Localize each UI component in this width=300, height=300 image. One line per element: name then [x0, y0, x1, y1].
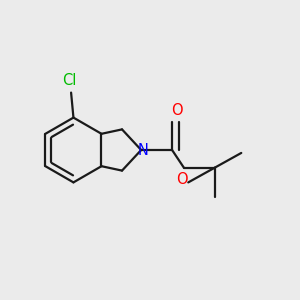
Text: Cl: Cl [62, 73, 77, 88]
Text: N: N [137, 143, 148, 158]
Text: O: O [177, 172, 188, 187]
Text: O: O [171, 103, 183, 118]
